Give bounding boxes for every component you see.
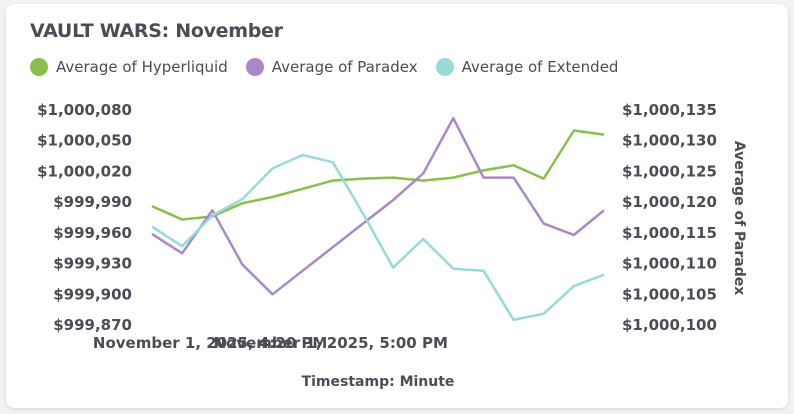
series-line-average-of-hyperliquid[interactable] <box>151 129 605 221</box>
legend-label-hyperliquid: Average of Hyperliquid <box>56 58 228 76</box>
right-tick-label: $1,000,100 <box>622 316 717 334</box>
left-tick-label: $999,870 <box>53 316 132 334</box>
x-tick-label: November 1, 2025, 5:00 PM <box>213 334 447 352</box>
left-tick-label: $999,900 <box>53 285 132 303</box>
right-tick-label: $1,000,125 <box>622 162 717 180</box>
legend-dot-paradex <box>245 58 264 76</box>
left-tick-label: $999,990 <box>53 193 132 211</box>
left-axis: $1,000,080 $1,000,050 $1,000,020 $999,990 $9… <box>37 101 132 334</box>
left-tick-label: $999,930 <box>53 255 132 273</box>
right-tick-label: $1,000,115 <box>622 224 717 242</box>
x-axis-title: Timestamp: Minute <box>302 374 455 390</box>
legend-label-paradex: Average of Paradex <box>271 58 418 76</box>
x-tick-label: November 1, 2025, 4:20 PM <box>93 334 327 352</box>
series-line-average-of-paradex[interactable] <box>151 116 605 296</box>
legend-item-paradex[interactable]: Average of Paradex <box>245 58 418 76</box>
left-tick-label: $1,000,050 <box>37 132 132 150</box>
left-tick-label: $1,000,020 <box>37 162 132 180</box>
legend-label-extended: Average of Extended <box>461 58 619 76</box>
right-axis-title: Average of Paradex <box>731 141 747 296</box>
right-tick-label: $1,000,110 <box>622 255 717 273</box>
series-line-average-of-extended[interactable] <box>151 153 605 322</box>
chart-title: VAULT WARS: November <box>30 20 283 42</box>
left-tick-label: $1,000,080 <box>37 101 132 119</box>
legend-dot-hyperliquid <box>30 58 48 76</box>
right-tick-label: $1,000,120 <box>622 193 717 211</box>
legend-item-hyperliquid[interactable]: Average of Hyperliquid <box>30 58 228 76</box>
right-tick-label: $1,000,130 <box>622 132 717 150</box>
right-tick-label: $1,000,135 <box>622 101 717 119</box>
legend-dot-extended <box>435 58 454 76</box>
right-tick-label: $1,000,105 <box>622 285 717 303</box>
series-lines <box>151 116 605 322</box>
chart-legend: Average of Hyperliquid Average of Parade… <box>30 58 636 76</box>
left-tick-label: $999,960 <box>53 224 132 242</box>
right-axis: $1,000,135 $1,000,130 $1,000,125 $1,000,120… <box>622 101 717 334</box>
chart-card <box>6 4 788 408</box>
legend-item-extended[interactable]: Average of Extended <box>435 58 619 76</box>
